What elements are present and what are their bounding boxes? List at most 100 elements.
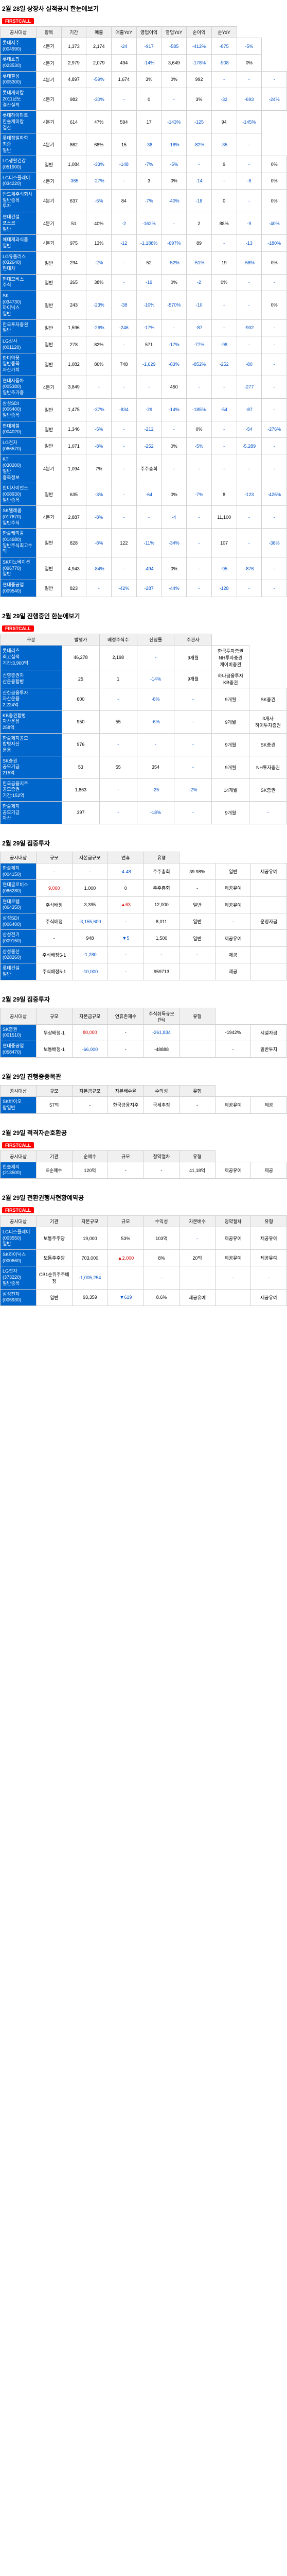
- cell: 4분기: [37, 133, 62, 156]
- row-label[interactable]: LG디스플레이(034220): [1, 173, 37, 189]
- row-label[interactable]: 롯데하이마트한솔케미칼결산: [1, 111, 37, 133]
- cell: 한국투자증권NH투자증권케이비증권: [212, 645, 249, 670]
- cell: -30%: [86, 88, 112, 111]
- cell: 제공: [215, 963, 251, 980]
- cell: -: [215, 913, 251, 930]
- cell: -425%: [262, 483, 287, 506]
- cell: -: [72, 863, 108, 879]
- cell: -: [211, 291, 237, 320]
- col-header: 기관: [37, 1216, 73, 1227]
- row-label[interactable]: 해태제과식품일반: [1, 235, 37, 251]
- cell: -95: [211, 557, 237, 580]
- row-label[interactable]: 한솔케미칼(014680)일반주식최고수익: [1, 529, 37, 557]
- row-label[interactable]: 삼성SDI(006400): [1, 913, 37, 930]
- cell: 4,897: [61, 71, 86, 88]
- cell: -98: [211, 336, 237, 353]
- row-label[interactable]: 한국투자증권일반: [1, 319, 37, 336]
- row-label[interactable]: SK텔레콤(017670)일반주식: [1, 506, 37, 529]
- row-label[interactable]: 한솔제지(004150): [1, 863, 37, 879]
- row-label[interactable]: 롯데쇼핑(023530): [1, 55, 37, 71]
- row-label[interactable]: 삼성전자(005930): [1, 1289, 37, 1306]
- row-label[interactable]: 한미사이언스(008930)일반종목: [1, 483, 37, 506]
- cell: 보통배정-1: [37, 1041, 73, 1057]
- cell: 51: [61, 212, 86, 235]
- cell: 9개월: [212, 733, 249, 756]
- row-label[interactable]: LG전자(066570): [1, 438, 37, 454]
- cell: [180, 1041, 216, 1057]
- row-label[interactable]: SK하이닉스(000660): [1, 1250, 37, 1266]
- cell: -80: [237, 353, 262, 376]
- row-label[interactable]: 삼성물산(028260): [1, 946, 37, 963]
- row-label[interactable]: 삼성전기(009150): [1, 930, 37, 946]
- cell: -148: [112, 156, 137, 173]
- cell: -: [237, 71, 262, 88]
- cell: 600: [62, 688, 100, 710]
- cell: -876: [237, 557, 262, 580]
- row-label[interactable]: LG디스플레이(003550)일반: [1, 1227, 37, 1250]
- cell: 0%: [211, 274, 237, 291]
- cell: -19: [136, 274, 162, 291]
- row-label[interactable]: 현대모비스주식: [1, 274, 37, 291]
- col-header: 유형: [180, 1008, 216, 1024]
- row-label[interactable]: 현대제철(004020): [1, 421, 37, 437]
- row-label[interactable]: 현대로템(064350): [1, 896, 37, 913]
- row-label[interactable]: 반도체주식회사일반종목투자: [1, 190, 37, 212]
- row-label[interactable]: SK(034730)하이닉스일반: [1, 291, 37, 320]
- cell: -365: [61, 173, 86, 189]
- cell: 제공유예: [215, 880, 251, 896]
- row-label[interactable]: LG상사(001120): [1, 336, 37, 353]
- col-label: 공시대상: [1, 1008, 37, 1024]
- row-label[interactable]: 롯데지주(004990): [1, 38, 37, 55]
- cell: 일반: [37, 291, 62, 320]
- cell: -17%: [136, 319, 162, 336]
- row-label[interactable]: 롯데건설일반: [1, 963, 37, 980]
- cell: [180, 1024, 216, 1041]
- cell: -: [108, 1162, 144, 1178]
- cell: 주식배정: [37, 896, 73, 913]
- row-label[interactable]: SK증권공모기금215억: [1, 756, 62, 778]
- row-label[interactable]: 삼성SDI(006400)일반종목: [1, 398, 37, 421]
- row-label[interactable]: 신영증권자산운용합병: [1, 670, 62, 688]
- cell: 일반: [37, 1289, 73, 1306]
- row-label[interactable]: LG유플러스(032640)현대차: [1, 251, 37, 274]
- cell: [180, 963, 216, 980]
- cell: -82%: [187, 133, 212, 156]
- row-label[interactable]: 한솔제지공모합병자산운용: [1, 733, 62, 756]
- col-header: 영업YoY: [162, 27, 187, 38]
- cell: -23%: [86, 291, 112, 320]
- cell: -5%: [86, 421, 112, 437]
- row-label[interactable]: 롯데정밀화학최종일반: [1, 133, 37, 156]
- cell: -: [112, 88, 137, 111]
- row-label[interactable]: 롯데리츠최고실적기간:3,900억: [1, 645, 62, 670]
- row-label[interactable]: 롯데케미칼2011년도결산실적: [1, 88, 37, 111]
- row-label[interactable]: 현대자동차(005380)일반추가종: [1, 376, 37, 398]
- row-label[interactable]: 현대글로비스(086280): [1, 880, 37, 896]
- row-label[interactable]: KT(030200)일반종목정보: [1, 454, 37, 483]
- row-label[interactable]: 신한금융투자자산운용2,224억: [1, 688, 62, 710]
- row-label[interactable]: 한솔제지(213500): [1, 1162, 37, 1178]
- section-7-title: 2월 29일 전환권행사현황예약공: [0, 1189, 287, 1206]
- row-label[interactable]: LG전자(373220)일반종목: [1, 1266, 37, 1289]
- row-label[interactable]: LG생활건강(051900): [1, 156, 37, 173]
- row-label[interactable]: 롯데칠성(005300): [1, 71, 37, 88]
- row-label[interactable]: 한국금융지주공모증권기간:152억: [1, 778, 62, 801]
- row-label[interactable]: SK증권(001510): [1, 1024, 37, 1041]
- row-label[interactable]: 한미약품일반종목자산가치: [1, 353, 37, 376]
- row-label[interactable]: 현대건설포스코일반: [1, 212, 37, 235]
- row-label[interactable]: SK바이오팜일반: [1, 1097, 37, 1113]
- cell: 828: [61, 529, 86, 557]
- cell: 주식배정: [37, 913, 73, 930]
- cell: -: [99, 733, 137, 756]
- row-label[interactable]: 현대중공업(058470): [1, 1041, 37, 1057]
- row-label[interactable]: SK이노베이션(096770)일반: [1, 557, 37, 580]
- cell: 일반투자: [251, 1041, 287, 1057]
- row-label[interactable]: 현대중공업(009540): [1, 580, 37, 597]
- cell: [251, 880, 287, 896]
- col-header: 배정주식수: [99, 634, 137, 645]
- row-label[interactable]: 한솔제지공모기금자산: [1, 801, 62, 824]
- cell: -: [174, 688, 212, 710]
- cell: 594: [112, 111, 137, 133]
- row-label[interactable]: KB증권합병자산운용258억: [1, 710, 62, 733]
- cell: -: [249, 801, 287, 824]
- cell: [251, 930, 287, 946]
